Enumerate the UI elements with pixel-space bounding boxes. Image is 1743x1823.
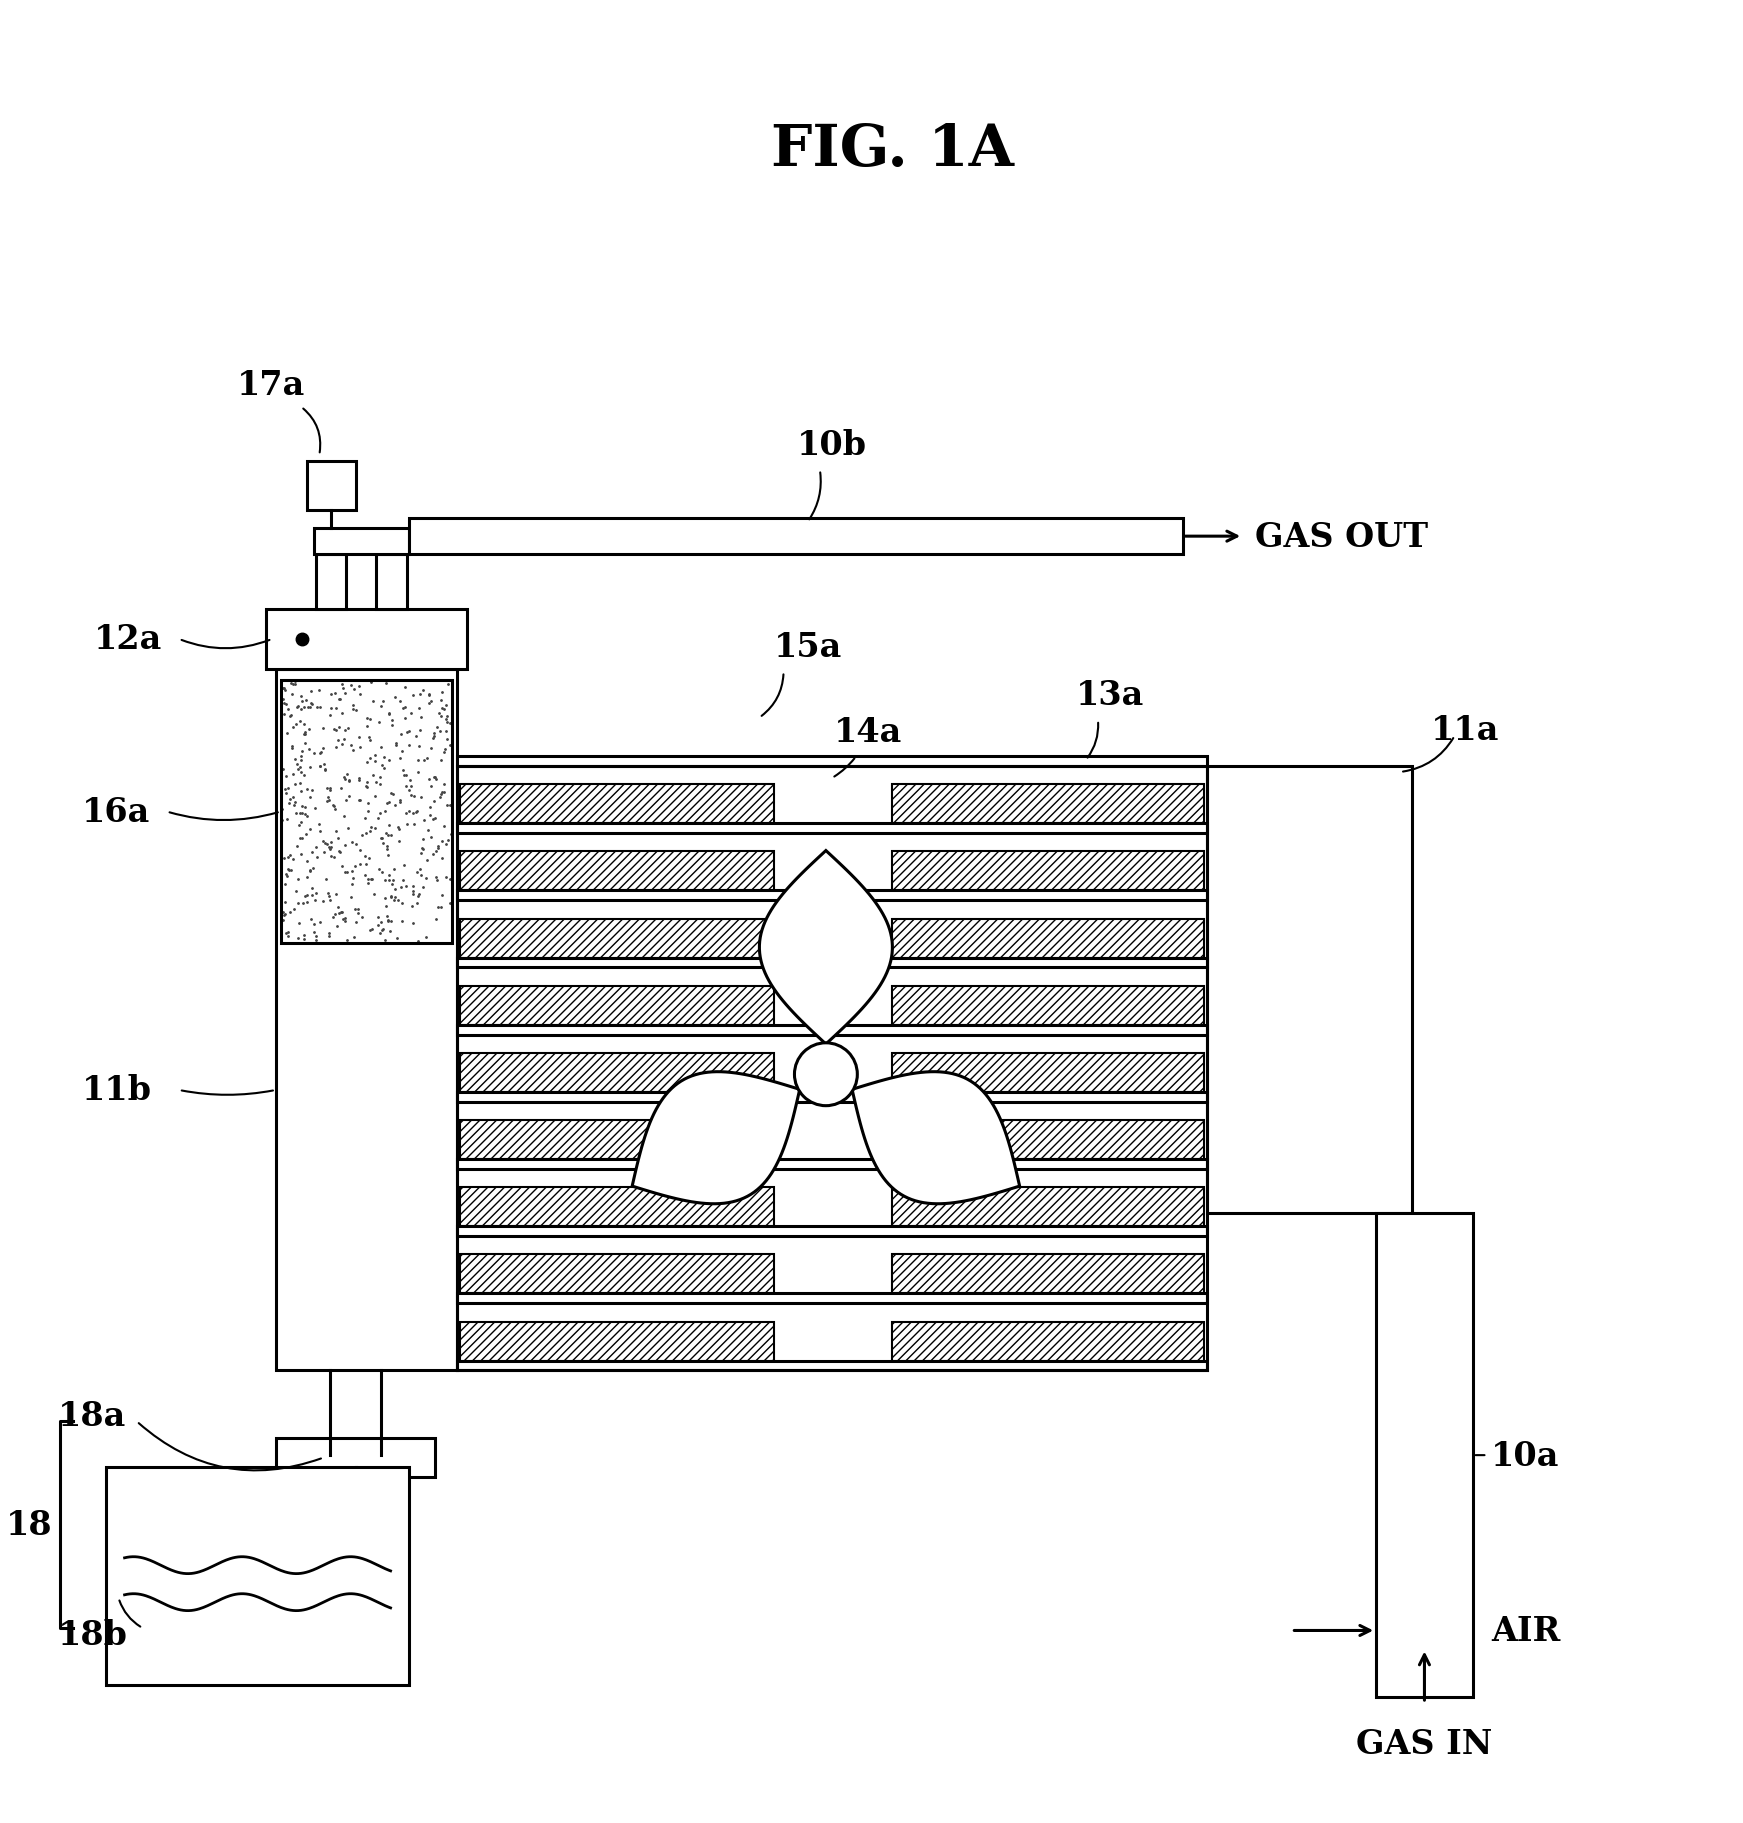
Bar xyxy=(457,1362,1206,1371)
Bar xyxy=(314,529,410,554)
Text: FIG. 1A: FIG. 1A xyxy=(770,122,1014,179)
Bar xyxy=(1206,766,1412,1214)
Text: 18b: 18b xyxy=(58,1617,127,1650)
Bar xyxy=(457,1227,1206,1236)
Bar xyxy=(457,1092,1206,1103)
Bar xyxy=(460,1187,774,1227)
Bar xyxy=(1375,1214,1473,1697)
Text: 13a: 13a xyxy=(1075,680,1143,713)
Bar xyxy=(892,1254,1204,1294)
Bar xyxy=(460,851,774,891)
Text: 11a: 11a xyxy=(1431,715,1499,747)
Bar xyxy=(460,1322,774,1362)
Bar xyxy=(460,1054,774,1092)
Bar xyxy=(457,824,1206,833)
Bar xyxy=(376,554,406,609)
Text: 12a: 12a xyxy=(94,623,162,656)
Text: GAS OUT: GAS OUT xyxy=(1255,520,1428,554)
Bar xyxy=(457,1025,1206,1035)
Bar xyxy=(892,986,1204,1025)
Text: 18: 18 xyxy=(5,1508,52,1540)
Bar xyxy=(457,1159,1206,1169)
Bar xyxy=(267,609,467,669)
Bar xyxy=(892,786,1204,824)
Bar xyxy=(460,919,774,959)
Text: 11b: 11b xyxy=(82,1074,152,1107)
Circle shape xyxy=(795,1043,858,1107)
Bar xyxy=(460,986,774,1025)
Bar xyxy=(281,682,451,942)
Bar xyxy=(460,786,774,824)
Bar xyxy=(460,1121,774,1159)
Text: GAS IN: GAS IN xyxy=(1356,1726,1492,1761)
Bar xyxy=(106,1468,408,1684)
Bar xyxy=(275,669,457,1371)
Polygon shape xyxy=(760,851,892,1045)
Bar xyxy=(457,766,1206,1371)
Text: 16a: 16a xyxy=(82,795,150,829)
Text: 14a: 14a xyxy=(835,715,903,749)
Bar xyxy=(457,1294,1206,1303)
Text: 15a: 15a xyxy=(774,631,842,664)
Text: 10b: 10b xyxy=(797,428,866,461)
Bar xyxy=(892,1187,1204,1227)
Text: 18a: 18a xyxy=(58,1398,125,1431)
Bar xyxy=(307,461,356,510)
Bar xyxy=(275,1438,436,1477)
Text: 17a: 17a xyxy=(237,368,305,401)
Bar xyxy=(460,1254,774,1294)
Bar xyxy=(457,959,1206,968)
Polygon shape xyxy=(852,1072,1020,1205)
Bar xyxy=(892,851,1204,891)
Bar xyxy=(457,757,1206,766)
Bar xyxy=(315,554,347,609)
Bar xyxy=(892,919,1204,959)
Bar xyxy=(892,1121,1204,1159)
Text: AIR: AIR xyxy=(1490,1613,1560,1646)
Bar xyxy=(892,1322,1204,1362)
Bar xyxy=(410,520,1182,554)
Text: 10a: 10a xyxy=(1490,1438,1560,1471)
Bar xyxy=(457,891,1206,901)
Polygon shape xyxy=(633,1072,800,1205)
Bar xyxy=(892,1054,1204,1092)
